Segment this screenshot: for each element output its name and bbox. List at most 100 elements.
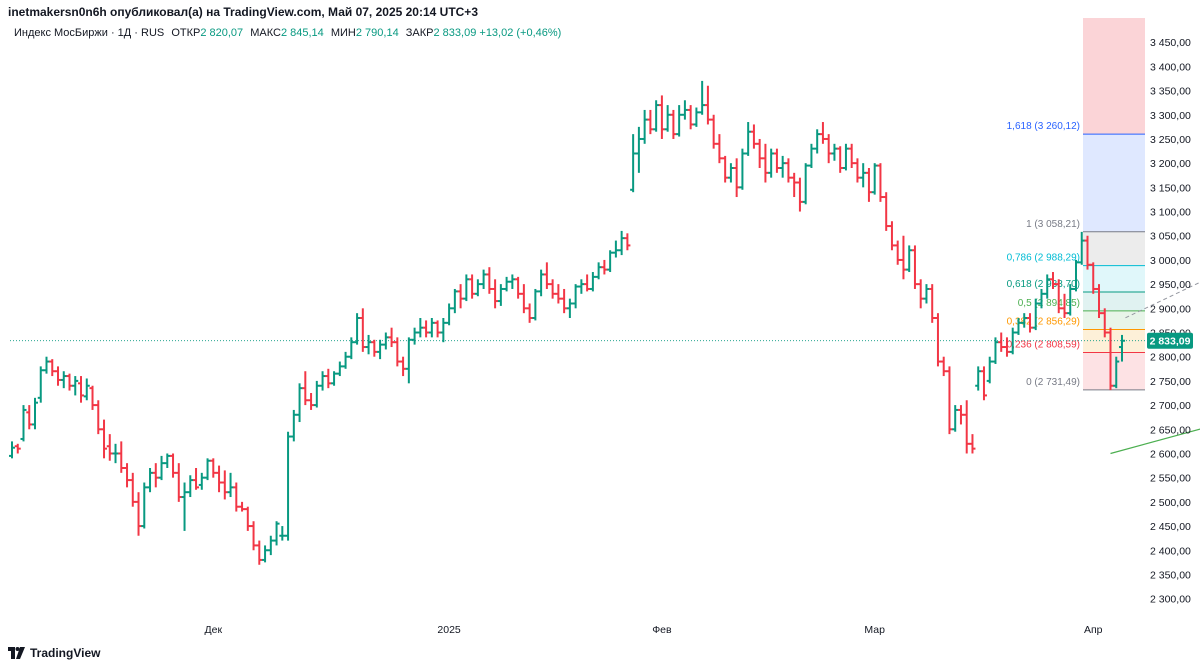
- ohlc-bar: [417, 318, 424, 338]
- ohlc-bar: [1119, 334, 1125, 362]
- ohlc-bar: [940, 356, 947, 377]
- ohlc-bar: [572, 284, 579, 309]
- ohlc-bar: [158, 455, 165, 481]
- ohlc-bar: [998, 332, 1005, 352]
- ohlc-bar: [1090, 262, 1097, 294]
- ohlc-bar: [497, 284, 504, 306]
- ohlc-bar: [503, 276, 510, 292]
- symbol-name[interactable]: Индекс МосБиржи · 1Д · RUS: [14, 27, 165, 39]
- ohlc-bar: [520, 284, 527, 314]
- ohlc-bar: [365, 334, 372, 355]
- ohlc-bar: [187, 475, 194, 498]
- ohlc-bar: [118, 441, 125, 473]
- ohlc-bar: [750, 124, 757, 149]
- ohlc-bar: [89, 385, 96, 410]
- ohlc-bar: [957, 405, 964, 425]
- ohlc-bar: [877, 163, 884, 202]
- ohlc-bar: [819, 122, 826, 144]
- close-label: ЗАКР: [405, 27, 434, 39]
- ohlc-bar: [923, 284, 930, 304]
- ohlc-bar: [371, 339, 378, 357]
- ohlc-bar: [635, 126, 642, 173]
- ohlc-bar: [952, 405, 959, 432]
- ohlc-bar: [906, 245, 913, 273]
- ohlc-bar: [543, 262, 550, 289]
- ohlc-bar: [934, 313, 941, 367]
- ohlc-bar: [1026, 313, 1033, 333]
- ohlc-bar: [152, 463, 159, 488]
- ohlc-bar: [1107, 327, 1114, 391]
- high-value: 2 845,14: [280, 27, 324, 39]
- ohlc-bar: [377, 339, 384, 360]
- ohlc-bar: [49, 359, 56, 377]
- ohlc-bar: [492, 279, 499, 309]
- ohlc-bar: [256, 540, 263, 565]
- fib-zone-top: [1083, 18, 1145, 135]
- ohlc-bar: [549, 279, 556, 299]
- ohlc-bar: [101, 419, 108, 459]
- ohlc-bar: [796, 177, 803, 212]
- ohlc-bar: [175, 463, 182, 502]
- ohlc-bar: [658, 95, 665, 139]
- ohlc-bar: [296, 383, 303, 423]
- fib-zone-0.5: [1083, 310, 1145, 330]
- ohlc-bar: [578, 279, 585, 294]
- ohlc-bar: [1038, 288, 1045, 309]
- tradingview-logo-icon: [8, 647, 25, 659]
- ohlc-bar: [181, 482, 188, 531]
- ohlc-bar: [727, 163, 734, 183]
- y-tick-label: 3 350,00: [1150, 86, 1191, 98]
- y-tick-label: 2 600,00: [1150, 448, 1191, 460]
- ohlc-bar: [1061, 293, 1068, 318]
- ohlc-bar: [1032, 298, 1039, 331]
- ohlc-bar: [911, 245, 918, 289]
- ohlc-bar: [83, 378, 90, 401]
- change-value: +13,02 (+0,46%): [479, 27, 562, 39]
- ohlc-bar: [704, 85, 711, 125]
- ohlc-bar: [124, 463, 131, 488]
- ohlc-bar: [32, 397, 39, 430]
- y-tick-label: 2 900,00: [1150, 303, 1191, 315]
- ohlc-bar: [210, 458, 217, 478]
- ohlc-bar: [290, 409, 297, 442]
- symbol-legend: Индекс МосБиржи · 1Д · RUS ОТКР2 820,07 …: [14, 27, 561, 39]
- ohlc-bar: [147, 468, 154, 493]
- ohlc-bar: [607, 250, 614, 273]
- y-tick-label: 2 300,00: [1150, 594, 1191, 606]
- ohlc-bar: [848, 143, 855, 168]
- ohlc-bar: [733, 158, 740, 198]
- ohlc-bar: [561, 288, 568, 314]
- ohlc-bar: [865, 168, 872, 202]
- ohlc-bar: [779, 155, 786, 178]
- ohlc-bar: [193, 468, 200, 490]
- ohlc-bar: [198, 472, 205, 490]
- ohlc-bar: [405, 337, 412, 384]
- ohlc-bar: [250, 521, 257, 551]
- ohlc-bar: [831, 143, 838, 161]
- ohlc-bar: [1067, 284, 1074, 316]
- ohlc-bar: [854, 158, 861, 183]
- ohlc-bar: [95, 400, 102, 435]
- x-tick-label: Апр: [1084, 624, 1103, 636]
- ohlc-bar: [313, 380, 320, 408]
- ohlc-bar: [589, 272, 596, 292]
- fib-zone-1: [1083, 231, 1145, 266]
- ohlc-bar: [538, 269, 545, 297]
- ohlc-bar: [664, 105, 671, 132]
- ohlc-bar: [221, 470, 228, 500]
- ohlc-bar: [474, 279, 481, 297]
- ohlc-bar: [428, 318, 435, 338]
- ohlc-bar: [1078, 231, 1085, 265]
- fib-level-label-0.786: 0,786 (2 988,29): [1007, 253, 1080, 264]
- ohlc-bar: [26, 405, 33, 430]
- y-tick-label: 3 000,00: [1150, 255, 1191, 267]
- ohlc-bar: [1044, 274, 1051, 299]
- y-tick-label: 3 250,00: [1150, 134, 1191, 146]
- ohlc-bar: [975, 366, 982, 391]
- ohlc-bar: [37, 366, 44, 403]
- ohlc-bar: [66, 373, 73, 391]
- y-tick-label: 3 050,00: [1150, 231, 1191, 243]
- ohlc-bar: [756, 138, 763, 168]
- ohlc-bar: [566, 298, 573, 318]
